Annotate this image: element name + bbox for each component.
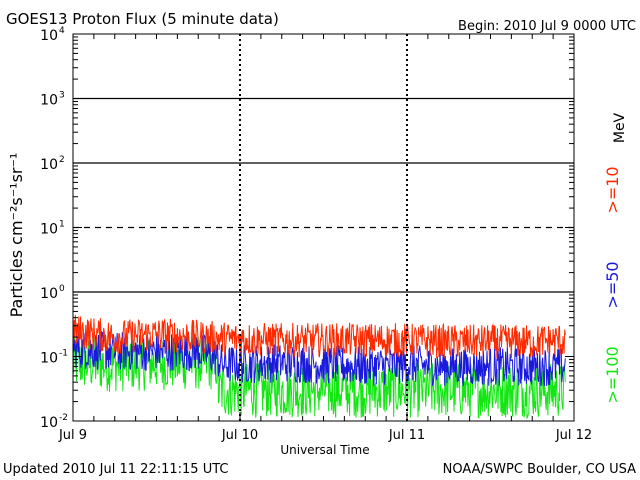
legend-entry: >=50 bbox=[603, 261, 622, 308]
legend-entry: >=10 bbox=[603, 166, 622, 213]
y-tick-label: 101 bbox=[40, 220, 65, 238]
legend-entry: >=100 bbox=[603, 346, 622, 403]
legend-unit: MeV bbox=[612, 112, 628, 143]
series-line-ge100 bbox=[72, 335, 566, 420]
y-axis-label: Particles cm⁻²s⁻¹sr⁻¹ bbox=[7, 153, 26, 318]
x-axis-label: Universal Time bbox=[280, 443, 369, 457]
x-tick-label: Jul 10 bbox=[221, 428, 258, 443]
x-tick-label: Jul 11 bbox=[388, 428, 425, 443]
updated-timestamp: Updated 2010 Jul 11 22:11:15 UTC bbox=[3, 462, 228, 477]
x-tick-label: Jul 9 bbox=[58, 428, 87, 443]
y-tick-label: 103 bbox=[40, 91, 65, 109]
y-tick-label: 100 bbox=[40, 284, 65, 302]
y-tick-label: 102 bbox=[40, 155, 65, 173]
y-tick-label: 104 bbox=[40, 26, 65, 44]
x-tick-label: Jul 12 bbox=[555, 428, 592, 443]
chart-title: GOES13 Proton Flux (5 minute data) bbox=[6, 10, 279, 28]
series-line-ge10 bbox=[72, 314, 566, 359]
data-source: NOAA/SWPC Boulder, CO USA bbox=[443, 462, 636, 477]
y-tick-label: 10-1 bbox=[40, 349, 68, 367]
begin-label: Begin: 2010 Jul 9 0000 UTC bbox=[458, 19, 636, 34]
